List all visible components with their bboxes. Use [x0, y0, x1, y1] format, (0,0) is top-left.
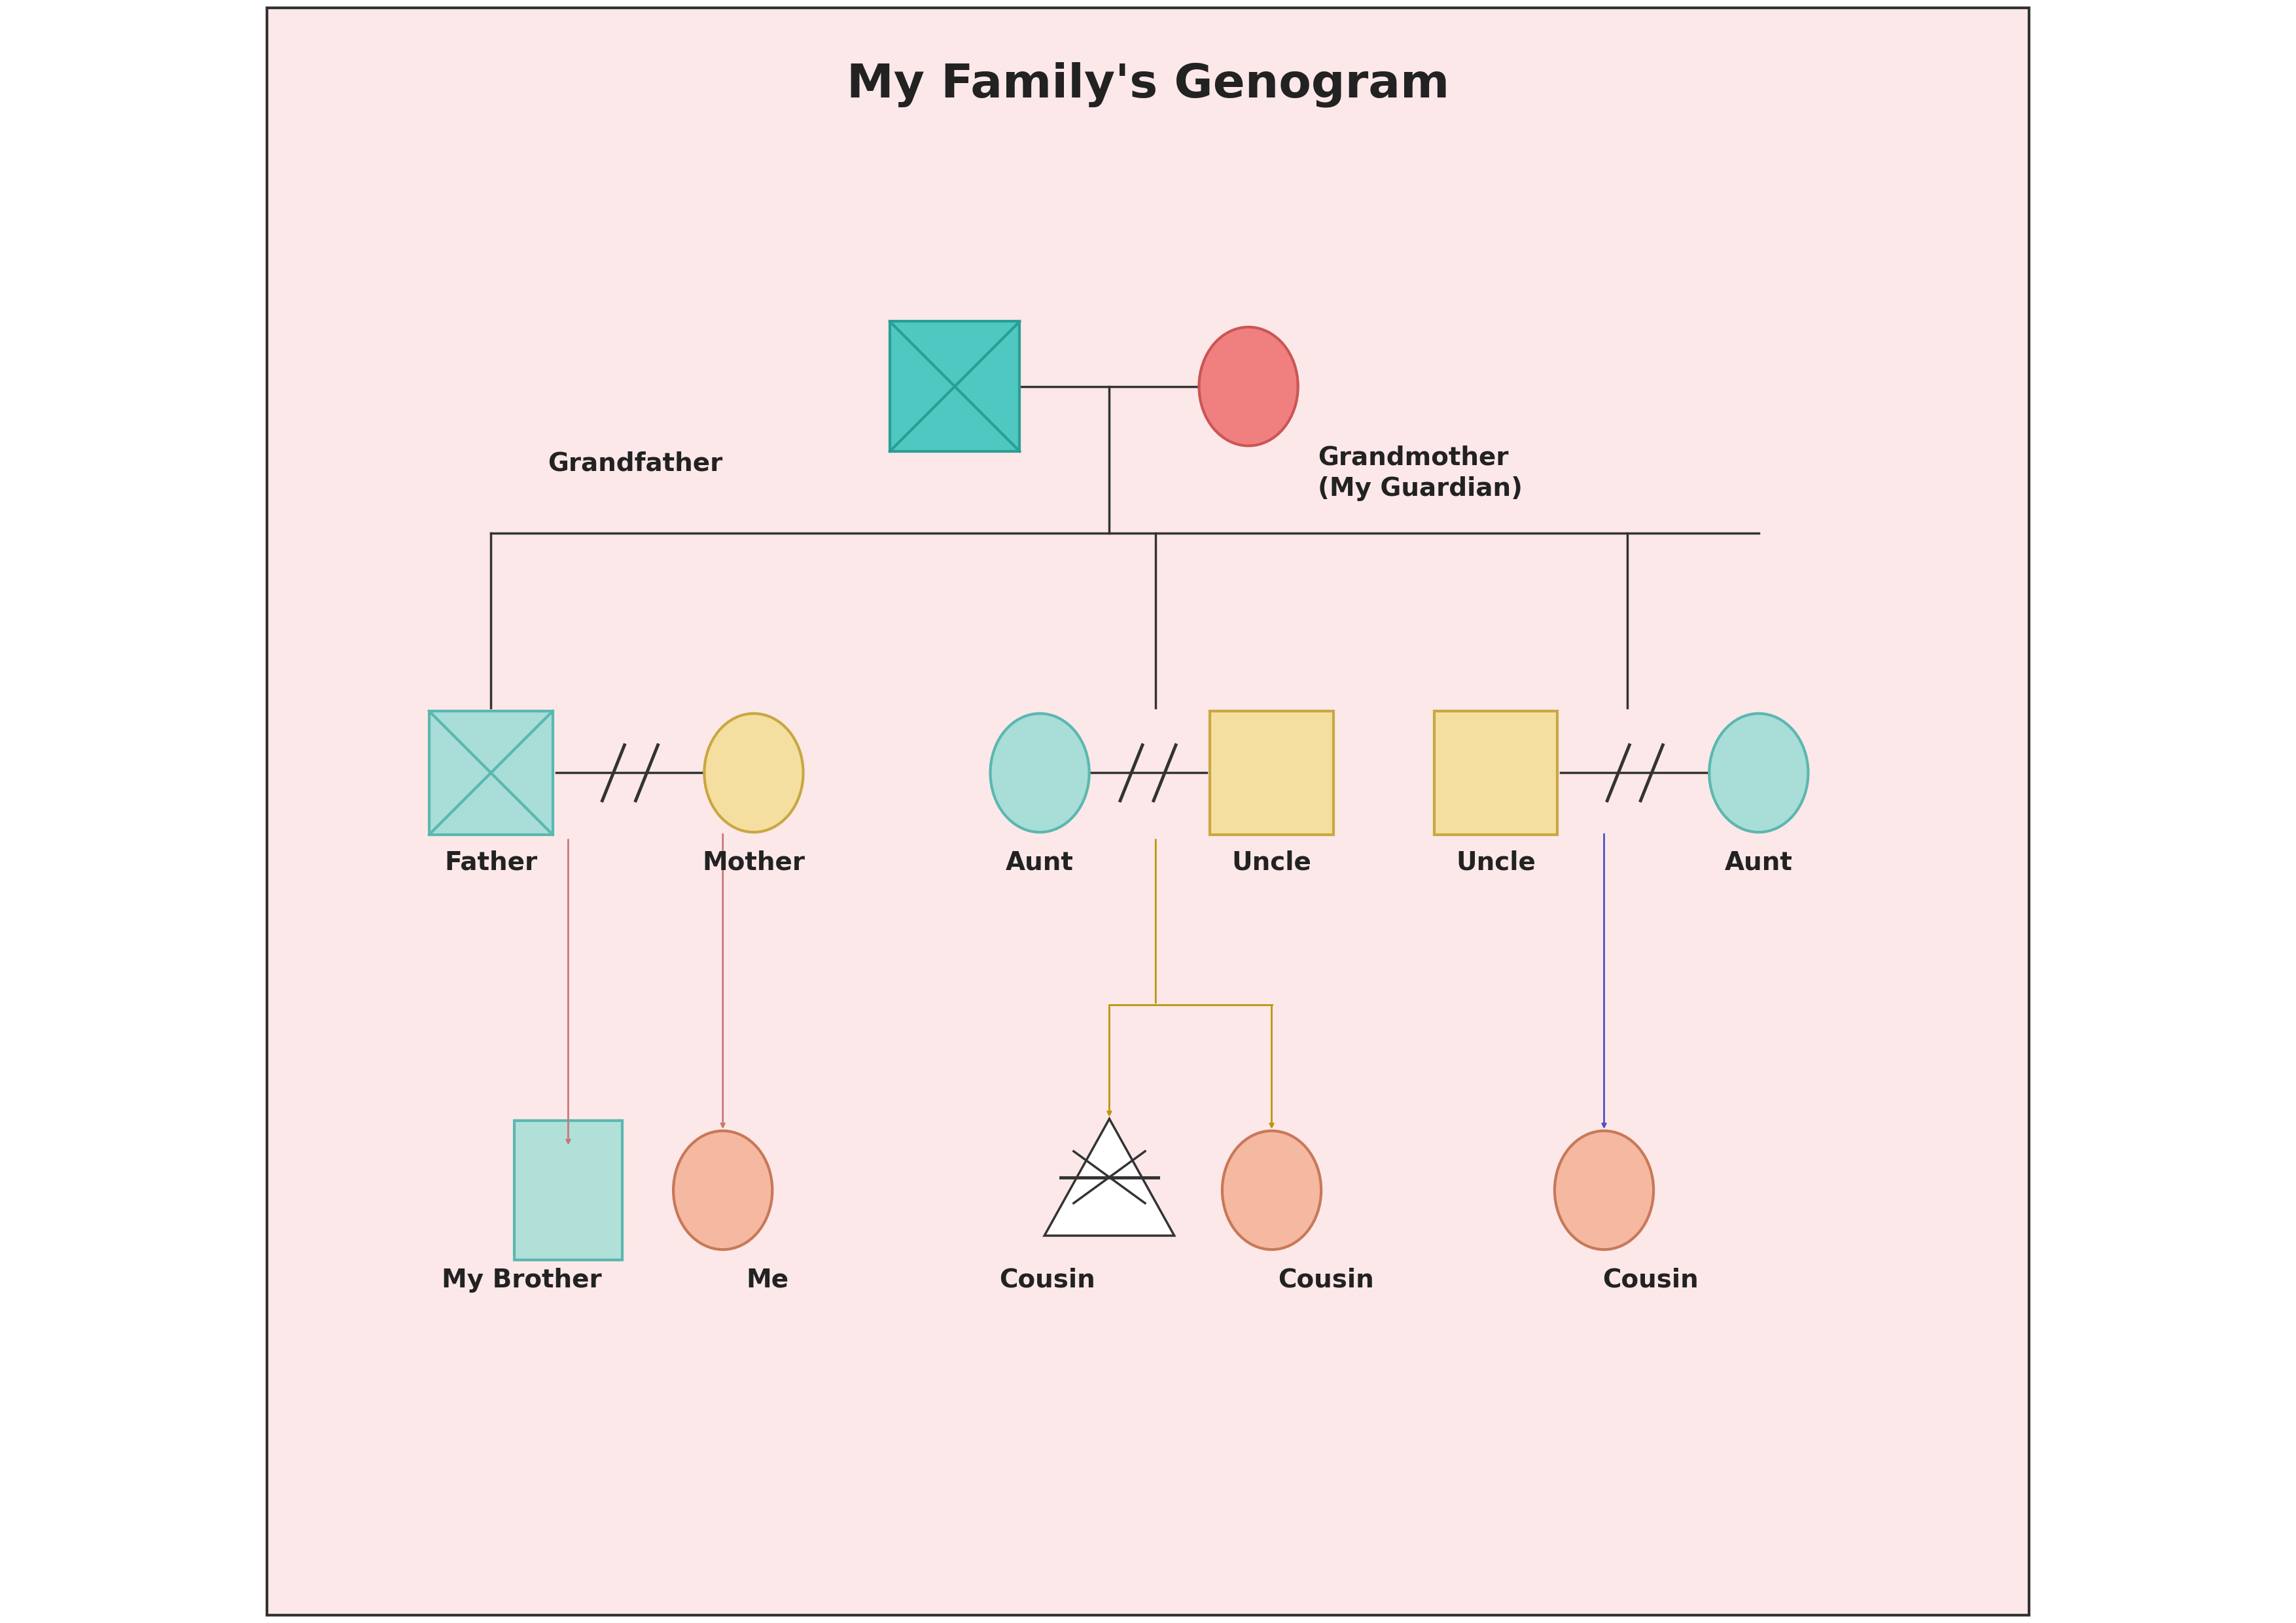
Text: My Brother: My Brother: [441, 1268, 602, 1292]
Polygon shape: [1045, 1118, 1173, 1235]
Text: Cousin: Cousin: [1603, 1268, 1699, 1292]
Ellipse shape: [1221, 1131, 1320, 1250]
Ellipse shape: [673, 1131, 771, 1250]
FancyBboxPatch shape: [514, 1120, 622, 1259]
FancyBboxPatch shape: [266, 8, 2030, 1615]
Ellipse shape: [990, 714, 1088, 833]
Text: Cousin: Cousin: [1279, 1268, 1373, 1292]
Text: Cousin: Cousin: [999, 1268, 1095, 1292]
Text: Grandfather: Grandfather: [549, 451, 723, 476]
Text: Mother: Mother: [703, 850, 806, 875]
FancyBboxPatch shape: [1210, 711, 1334, 834]
Ellipse shape: [1554, 1131, 1653, 1250]
FancyBboxPatch shape: [891, 321, 1019, 451]
Text: Father: Father: [445, 850, 537, 875]
Text: Me: Me: [746, 1268, 788, 1292]
Text: Aunt: Aunt: [1006, 850, 1075, 875]
Ellipse shape: [705, 714, 804, 833]
Ellipse shape: [1708, 714, 1809, 833]
Text: Uncle: Uncle: [1456, 850, 1536, 875]
Text: Grandmother
(My Guardian): Grandmother (My Guardian): [1318, 445, 1522, 502]
Text: Uncle: Uncle: [1233, 850, 1311, 875]
Text: Aunt: Aunt: [1724, 850, 1793, 875]
FancyBboxPatch shape: [429, 711, 553, 834]
FancyBboxPatch shape: [1435, 711, 1557, 834]
Ellipse shape: [1199, 328, 1297, 446]
Text: My Family's Genogram: My Family's Genogram: [847, 62, 1449, 107]
